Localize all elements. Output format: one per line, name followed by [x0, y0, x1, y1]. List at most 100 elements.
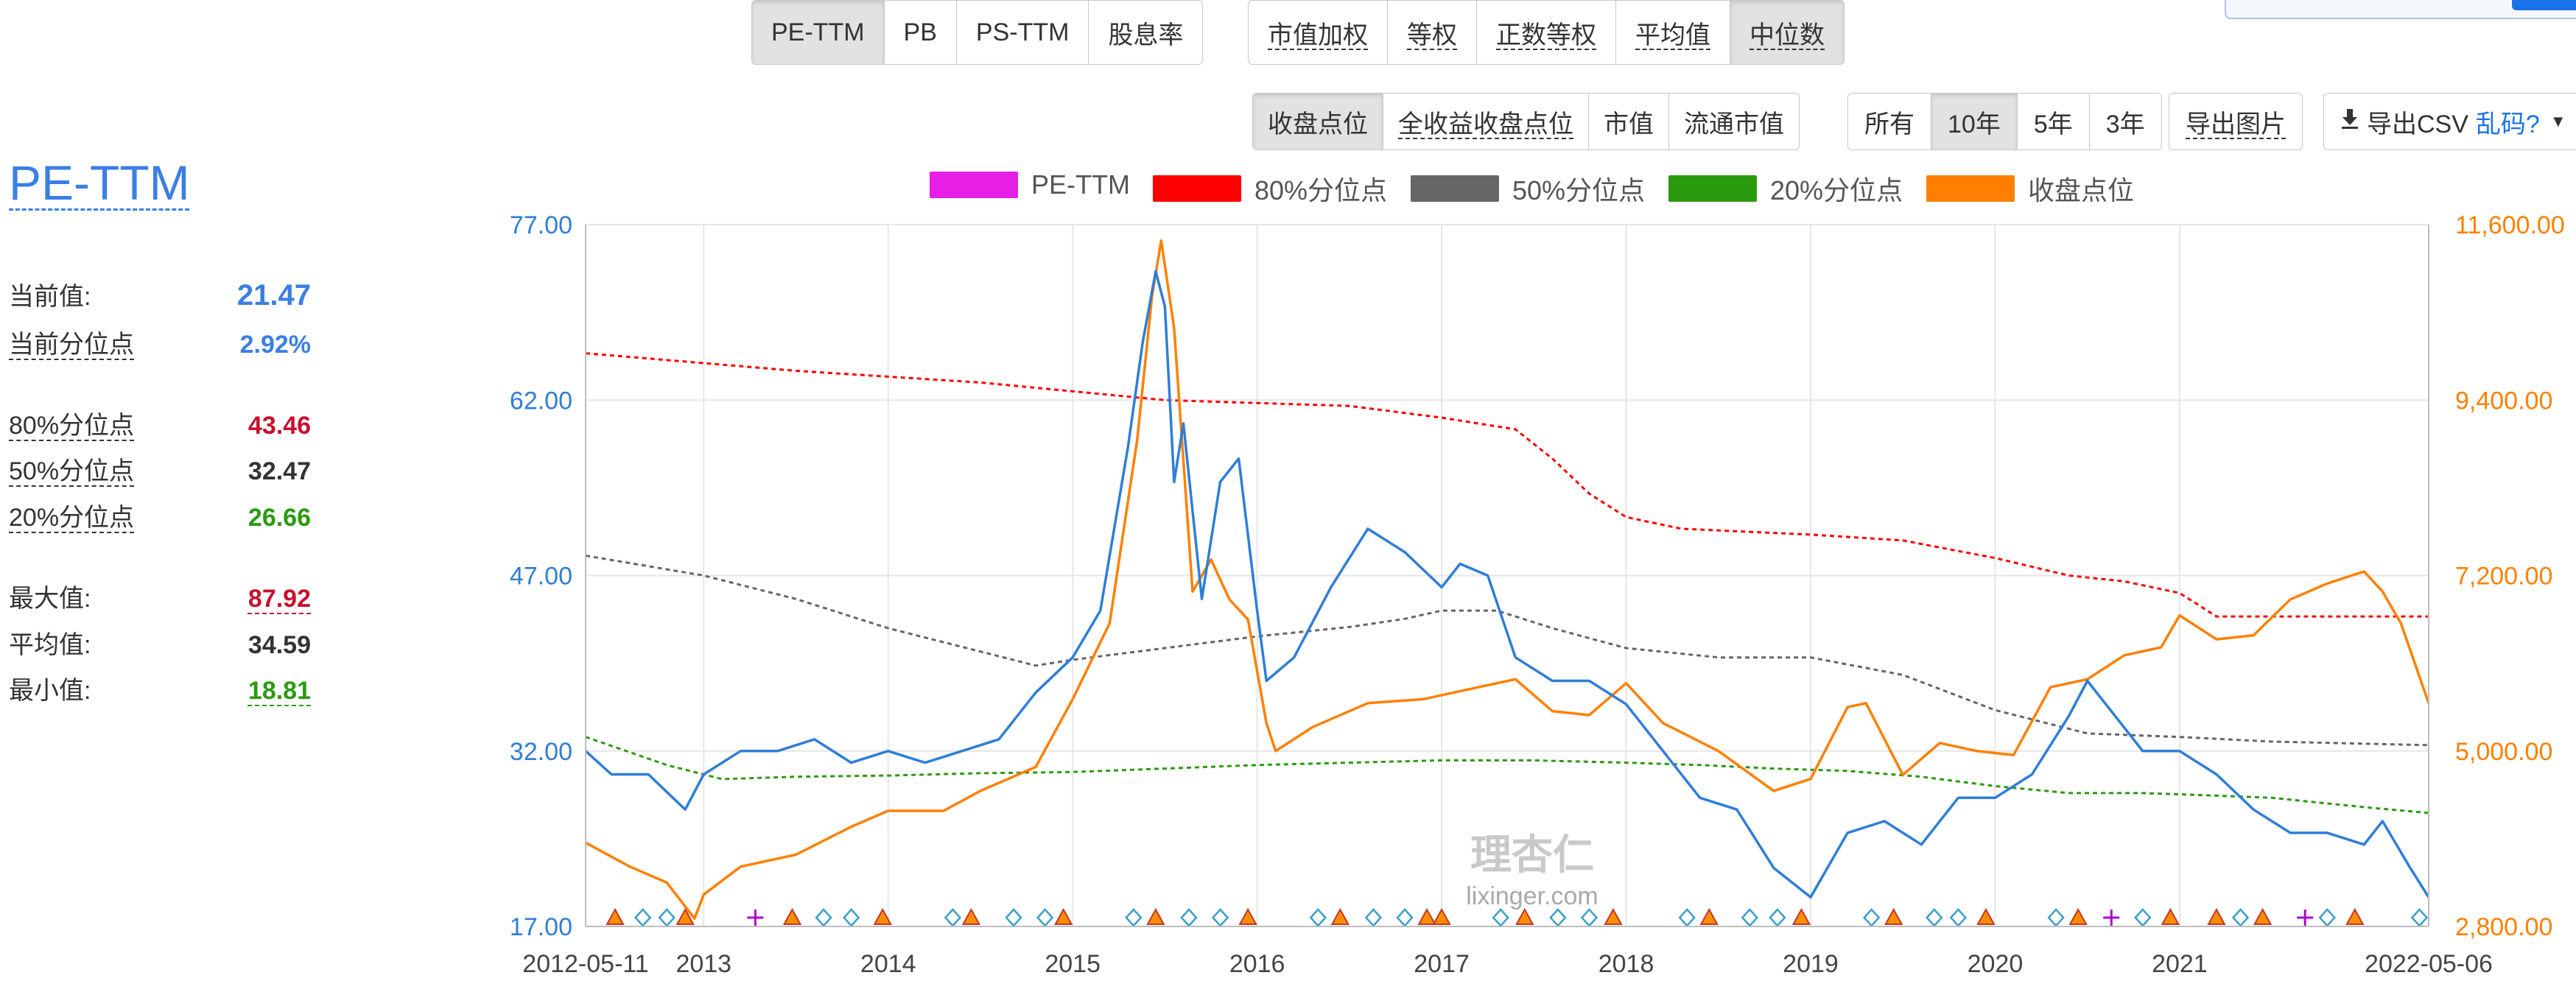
- marker-diamond: [2410, 908, 2429, 927]
- min-value[interactable]: 18.81: [248, 677, 311, 705]
- current-percentile-label[interactable]: 当前分位点: [9, 331, 134, 359]
- range-selector: 所有 10年 5年 3年: [1847, 93, 2162, 150]
- pe-ttm-line: [584, 270, 2430, 899]
- weight-average-button[interactable]: 平均值: [1616, 1, 1730, 64]
- x-axis-tick-label: 2014: [860, 950, 916, 978]
- legend-item-p20[interactable]: 20%分位点: [1668, 169, 1903, 208]
- legend-item-p50[interactable]: 50%分位点: [1411, 169, 1645, 208]
- export-csv-button[interactable]: 导出CSV 乱码? ▼: [2324, 94, 2576, 149]
- left-axis-tick-label: 32.00: [510, 738, 572, 766]
- marker-triangle: [606, 907, 625, 925]
- garbled-help-link[interactable]: 乱码?: [2475, 110, 2540, 138]
- p20-row: 20%分位点 26.66: [9, 497, 311, 533]
- range-10y-button[interactable]: 10年: [1931, 94, 2018, 149]
- range-5y-button[interactable]: 5年: [2018, 94, 2090, 149]
- marker-triangle: [1791, 907, 1811, 925]
- left-axis-tick-label: 17.00: [510, 913, 572, 941]
- metric-dividend-button[interactable]: 股息率: [1108, 21, 1184, 49]
- legend-label-p50: 50%分位点: [1512, 175, 1646, 205]
- x-axis-tick-label: 2016: [1229, 950, 1285, 978]
- p20-label[interactable]: 20%分位点: [9, 504, 135, 532]
- legend-swatch-p20: [1668, 175, 1757, 202]
- x-axis-tick-label: 2020: [1968, 950, 2024, 978]
- left-axis-tick-label: 77.00: [510, 211, 572, 239]
- close-price-line: [585, 239, 2430, 920]
- current-percentile-row: 当前分位点 2.92%: [9, 324, 311, 360]
- marker-triangle: [1146, 907, 1165, 925]
- weight-market-cap-button[interactable]: 市值加权: [1249, 1, 1388, 64]
- marker-diamond: [1180, 908, 1198, 927]
- weight-positive-equal-button[interactable]: 正数等权: [1477, 1, 1616, 64]
- avg-label: 平均值:: [9, 631, 91, 659]
- metric-pe-ttm-button[interactable]: PE-TTM: [752, 1, 885, 64]
- current-value: 21.47: [236, 279, 311, 312]
- marker-triangle: [1238, 907, 1257, 925]
- weight-equal-button[interactable]: 等权: [1388, 1, 1477, 64]
- top-right-blue-button[interactable]: [2512, 0, 2576, 10]
- left-axis-tick-label: 47.00: [510, 563, 572, 591]
- marker-diamond: [842, 908, 860, 927]
- x-axis-tick-label: 2018: [1598, 950, 1654, 978]
- price-total-return-button[interactable]: 全收益收盘点位: [1383, 94, 1589, 149]
- marker-triangle: [961, 907, 981, 925]
- marker-triangle: [675, 907, 695, 925]
- caret-down-icon: ▼: [2549, 112, 2566, 130]
- export-csv-group: 导出CSV 乱码? ▼: [2323, 93, 2576, 150]
- legend-label-close: 收盘点位: [2028, 175, 2135, 205]
- price-market-cap-button[interactable]: 市值: [1589, 94, 1669, 149]
- max-label: 最大值:: [9, 585, 91, 613]
- legend-swatch-pe-ttm: [930, 172, 1018, 198]
- right-axis-tick-label: 7,200.00: [2455, 563, 2552, 591]
- current-percentile-value: 2.92%: [239, 331, 311, 359]
- legend-label-p20: 20%分位点: [1770, 175, 1903, 205]
- chart-legend: PE-TTM 80%分位点 50%分位点 20%分位点 收盘点位: [0, 169, 2576, 206]
- marker-diamond: [1364, 908, 1383, 927]
- legend-swatch-p80: [1153, 175, 1241, 202]
- legend-swatch-p50: [1411, 175, 1499, 202]
- p80-value: 43.46: [248, 412, 311, 440]
- legend-item-close[interactable]: 收盘点位: [1926, 169, 2134, 208]
- marker-diamond: [1926, 908, 1943, 927]
- metric-pb-button[interactable]: PB: [885, 1, 957, 64]
- export-image-group: 导出图片: [2169, 93, 2303, 150]
- export-image-button[interactable]: 导出图片: [2186, 110, 2286, 138]
- p50-label[interactable]: 50%分位点: [9, 457, 135, 485]
- lixinger-watermark: 理杏仁 lixinger.com: [1466, 831, 1598, 910]
- current-value-row: 当前值: 21.47: [9, 276, 311, 312]
- weight-median-button[interactable]: 中位数: [1730, 1, 1844, 64]
- right-axis-tick-label: 5,000.00: [2455, 738, 2552, 766]
- p50-line: [585, 555, 2429, 747]
- marker-triangle: [1976, 907, 1996, 925]
- x-axis-tick-label: 2015: [1045, 950, 1101, 978]
- metric-title[interactable]: PE-TTM: [9, 155, 190, 210]
- marker-diamond: [1309, 908, 1327, 927]
- marker-triangle: [2253, 907, 2273, 925]
- legend-item-p80[interactable]: 80%分位点: [1153, 169, 1387, 208]
- legend-item-pe-ttm[interactable]: PE-TTM: [930, 169, 1130, 200]
- marker-diamond: [1005, 908, 1022, 927]
- x-axis-tick-label: 2012-05-11: [522, 950, 648, 978]
- p80-label[interactable]: 80%分位点: [9, 412, 135, 440]
- metric-selector: PE-TTM PB PS-TTM 股息率: [751, 0, 1204, 65]
- chart-series: [584, 239, 2430, 920]
- price-selector: 收盘点位 全收益收盘点位 市值 流通市值: [1252, 93, 1800, 150]
- right-axis-tick-label: 11,600.00: [2455, 211, 2565, 239]
- metric-ps-ttm-button[interactable]: PS-TTM: [957, 1, 1089, 64]
- price-close-button[interactable]: 收盘点位: [1253, 94, 1383, 149]
- marker-diamond: [1769, 908, 1786, 927]
- p50-value: 32.47: [248, 457, 311, 485]
- marker-diamond: [2318, 908, 2336, 927]
- p20-value: 26.66: [248, 504, 311, 532]
- weighting-selector: 市值加权 等权 正数等权 平均值 中位数: [1248, 0, 1845, 65]
- range-3y-button[interactable]: 3年: [2105, 110, 2145, 138]
- range-all-button[interactable]: 所有: [1848, 94, 1931, 149]
- max-value[interactable]: 87.92: [248, 585, 311, 613]
- min-row: 最小值: 18.81: [9, 670, 311, 706]
- marker-triangle: [2161, 907, 2180, 925]
- marker-diamond: [1862, 908, 1881, 927]
- price-float-cap-button[interactable]: 流通市值: [1684, 110, 1784, 138]
- marker-triangle: [873, 907, 892, 925]
- marker-triangle: [2345, 907, 2365, 925]
- marker-diamond: [1549, 908, 1567, 927]
